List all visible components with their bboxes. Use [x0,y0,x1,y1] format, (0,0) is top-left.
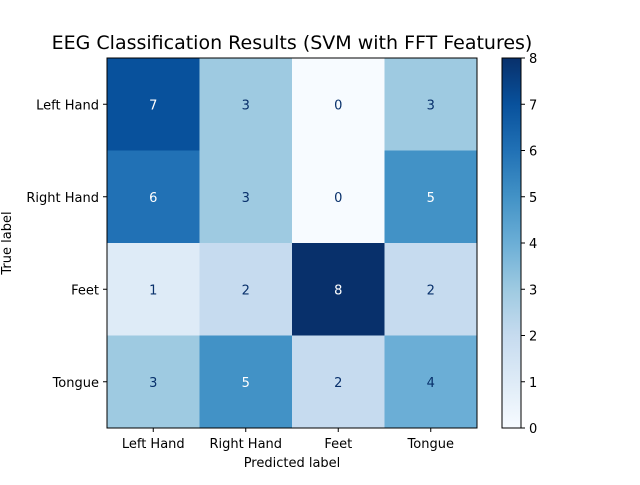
colorbar-tick-label: 3 [529,283,537,298]
cell-value-label: 0 [334,98,342,113]
heatmap-cell [199,243,293,336]
colorbar-tick-label: 8 [529,52,537,67]
heatmap-cell [107,243,200,336]
x-tick-label: Feet [324,437,352,452]
colorbar-tick-label: 0 [529,422,537,437]
colorbar-tick-label: 7 [529,98,537,113]
y-tick-label: Feet [71,283,99,298]
cell-value-label: 4 [427,376,435,391]
x-tick-label: Left Hand [122,437,185,452]
colorbar-tick-label: 4 [529,237,537,252]
chart-title: EEG Classification Results (SVM with FFT… [52,32,533,54]
colorbar-tick-label: 5 [529,191,537,206]
cell-value-label: 3 [242,191,250,206]
cell-value-label: 3 [427,98,435,113]
heatmap-cells [107,58,478,429]
heatmap-cell [292,243,385,336]
x-axis-ticks: Left Hand Right Hand Feet Tongue [122,428,454,452]
plot-frame [106,57,478,429]
heatmap-cell [292,58,385,151]
cell-value-label: 0 [334,191,342,206]
y-tick-label: Right Hand [26,191,99,206]
x-tick-label: Right Hand [209,437,282,452]
cell-value-label: 8 [334,283,342,298]
y-axis-label: True label [0,211,15,275]
cell-value-label: 6 [149,191,157,206]
cell-value-label: 3 [149,376,157,391]
cell-value-label: 1 [149,283,157,298]
cell-value-label: 3 [242,98,250,113]
heatmap-cell [384,243,478,336]
colorbar-gradient [501,57,522,429]
x-tick-label: Tongue [407,437,454,452]
cell-value-label: 2 [242,283,250,298]
y-tick-label: Left Hand [36,98,99,113]
heatmap-cell [384,150,478,244]
heatmap-cell [107,335,200,429]
heatmap-cell [292,150,385,244]
cell-value-label: 7 [149,98,157,113]
cell-value-label: 5 [427,191,435,206]
cell-value-label: 5 [242,376,250,391]
colorbar: 0 1 2 3 4 5 6 7 8 [501,52,537,437]
y-axis-ticks: Left Hand Right Hand Feet Tongue [26,98,107,391]
heatmap-cell [199,150,293,244]
heatmap-cell [107,58,200,151]
colorbar-tick-label: 2 [529,330,537,345]
heatmap-cell [199,335,293,429]
colorbar-tick-label: 1 [529,376,537,391]
heatmap-cell [107,150,200,244]
heatmap-cell [384,58,478,151]
heatmap-cell [199,58,293,151]
heatmap-cell [384,335,478,429]
heatmap-cell [292,335,385,429]
x-axis-label: Predicted label [244,456,341,471]
cell-value-label: 2 [427,283,435,298]
y-tick-label: Tongue [52,376,99,391]
heatmap-cell-labels: 7 3 0 3 6 3 0 5 1 2 8 2 3 5 2 4 [149,98,435,391]
colorbar-tick-label: 6 [529,145,537,160]
cell-value-label: 2 [334,376,342,391]
